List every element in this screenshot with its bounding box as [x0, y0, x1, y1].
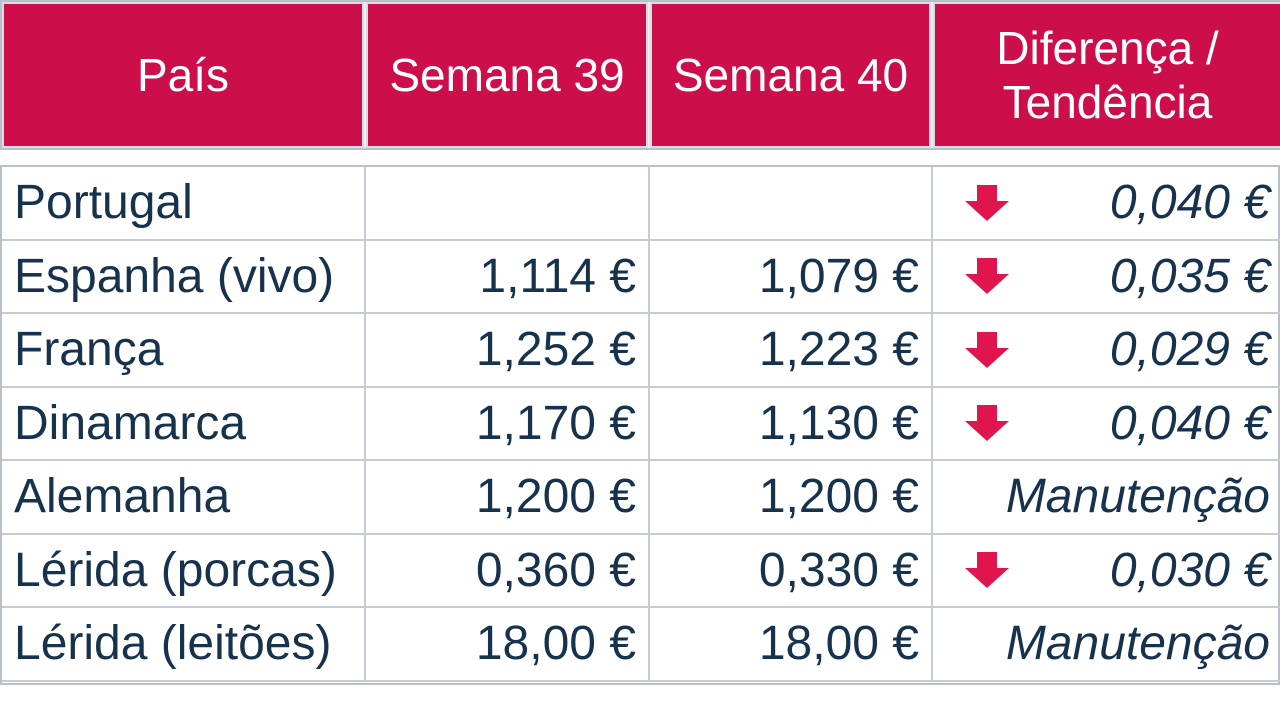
country-cell: Dinamarca: [2, 387, 366, 461]
week-39-cell: 0,360 €: [366, 534, 650, 608]
header-week-39: Semana 39: [366, 2, 650, 148]
difference-value: 0,035 €: [1109, 249, 1270, 303]
trend-cell: 0,030 €: [933, 535, 1280, 608]
trend-cell: 0,040 €: [933, 388, 1280, 461]
week-40-cell: 1,079 €: [650, 240, 933, 314]
week-39-cell: 18,00 €: [366, 608, 650, 682]
country-cell: Portugal: [2, 167, 366, 241]
difference-value: 0,040 €: [1109, 176, 1270, 230]
week-39-cell: [366, 167, 650, 241]
header-week-40: Semana 40: [650, 2, 933, 148]
country-cell: Lérida (leitões): [2, 608, 366, 682]
week-40-cell: 1,223 €: [650, 314, 933, 388]
trend-cell: 0,035 €: [933, 241, 1280, 314]
week-39-cell: 1,200 €: [366, 461, 650, 535]
week-40-cell: 1,200 €: [650, 461, 933, 535]
week-39-cell: 1,252 €: [366, 314, 650, 388]
difference-value: Manutenção: [1005, 617, 1270, 671]
difference-value: 0,030 €: [1109, 543, 1270, 597]
trend-cell: 0,029 €: [933, 314, 1280, 388]
trend-cell: Manutenção: [933, 608, 1280, 682]
price-table: País Semana 39 Semana 40 Diferença / Ten…: [0, 0, 1280, 685]
country-cell: Lérida (porcas): [2, 534, 366, 608]
arrow-down-icon: [965, 331, 1009, 368]
table-body: Portugal 0,040 € Espanha (vivo) 1,114 € …: [0, 165, 1280, 685]
trend-cell: 0,040 €: [933, 167, 1280, 241]
header-separator: [0, 150, 1280, 165]
week-40-cell: [650, 167, 933, 241]
week-39-cell: 1,170 €: [366, 387, 650, 461]
week-40-cell: 18,00 €: [650, 608, 933, 682]
week-39-cell: 1,114 €: [366, 240, 650, 314]
arrow-down-icon: [965, 184, 1009, 221]
week-40-cell: 0,330 €: [650, 534, 933, 608]
trend-cell: Manutenção: [933, 461, 1280, 535]
week-40-cell: 1,130 €: [650, 387, 933, 461]
difference-value: 0,029 €: [1109, 323, 1270, 377]
country-cell: Espanha (vivo): [2, 240, 366, 314]
country-cell: Alemanha: [2, 461, 366, 535]
arrow-down-icon: [965, 552, 1009, 589]
difference-value: Manutenção: [1005, 470, 1270, 524]
country-cell: França: [2, 314, 366, 388]
arrow-down-icon: [965, 258, 1009, 295]
header-country: País: [2, 2, 366, 148]
arrow-down-icon: [965, 405, 1009, 442]
header-difference-trend: Diferença / Tendência: [933, 2, 1280, 148]
difference-value: 0,040 €: [1109, 396, 1270, 450]
table-header: País Semana 39 Semana 40 Diferença / Ten…: [0, 0, 1280, 150]
